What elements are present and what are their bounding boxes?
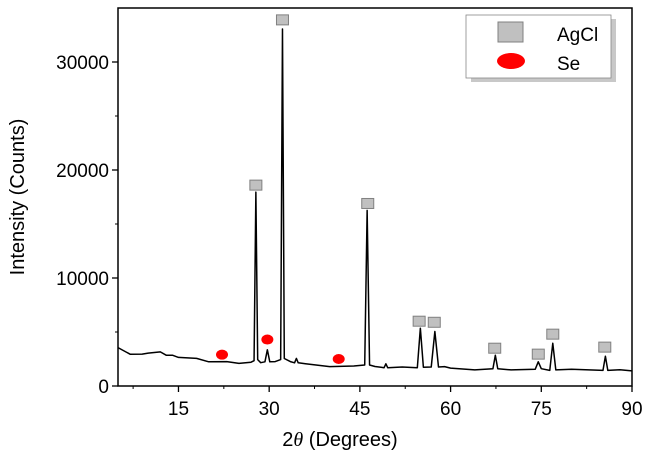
y-tick-label: 0 (98, 377, 109, 398)
agcl-marker (531, 348, 545, 360)
x-tick-label: 75 (531, 399, 552, 420)
legend-ellipse-icon (497, 53, 525, 69)
se-marker (261, 334, 274, 345)
x-tick-label: 90 (621, 399, 642, 420)
axes: 15 30 45 60 75 90 0 10000 20000 30000 (56, 7, 643, 420)
x-tick-label: 45 (349, 399, 370, 420)
se-marker (216, 349, 229, 360)
agcl-marker (275, 14, 289, 26)
agcl-marker (361, 197, 375, 209)
plot-frame (117, 7, 633, 387)
agcl-marker (598, 341, 612, 353)
y-tick-label: 10000 (56, 269, 109, 290)
x-tick-label: 30 (259, 399, 280, 420)
se-marker (332, 354, 345, 364)
markers (216, 14, 612, 364)
xrd-pattern-line (117, 28, 633, 372)
legend-square-icon (497, 21, 524, 43)
agcl-marker (249, 179, 263, 191)
agcl-marker (412, 315, 426, 327)
x-tick-label: 15 (168, 399, 189, 420)
y-tick-label: 20000 (56, 161, 109, 182)
legend-label-agcl: AgCl (557, 25, 598, 46)
y-tick-label: 30000 (56, 53, 109, 74)
legend-box (465, 14, 612, 79)
x-tick-label: 60 (440, 399, 461, 420)
legend-label-se: Se (557, 54, 580, 75)
agcl-marker (488, 342, 502, 354)
series (117, 28, 633, 372)
legend: AgCl Se (465, 14, 616, 82)
x-axis-label: 2θ (Degrees) (282, 429, 397, 451)
agcl-marker (427, 316, 441, 328)
y-axis-label: Intensity (Counts) (7, 119, 29, 276)
agcl-marker (546, 328, 560, 340)
